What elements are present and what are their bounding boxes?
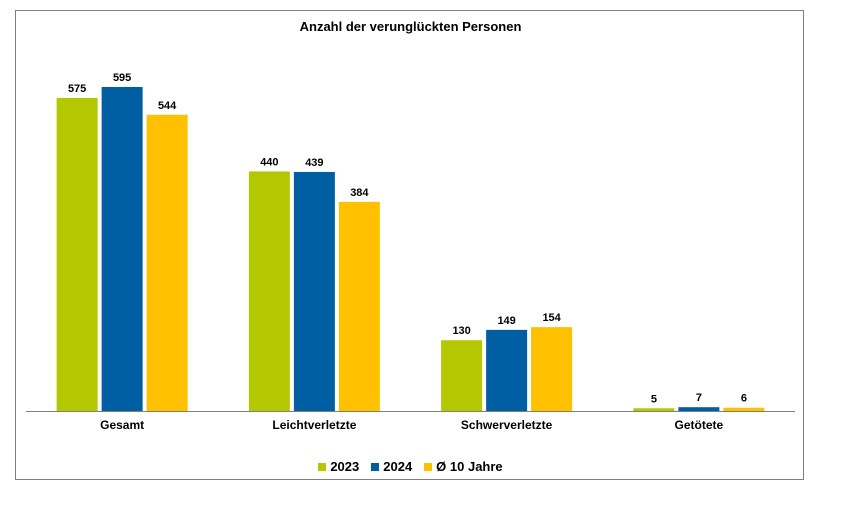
legend-swatch-2023 xyxy=(318,462,327,471)
chart-frame: Anzahl der verunglückten Personen 575 595… xyxy=(15,10,804,480)
data-label: 5 xyxy=(651,393,657,405)
category-tick-label: Schwerverletzte xyxy=(461,418,553,432)
bar-gesamt-0 xyxy=(56,97,98,412)
legend-label-2023: 2023 xyxy=(330,459,360,474)
legend-label-10-jahre: Ø 10 Jahre xyxy=(436,459,503,474)
data-label: 440 xyxy=(260,156,278,168)
data-label: 6 xyxy=(741,393,747,405)
bar-gesamt-1 xyxy=(101,87,143,411)
bar-schwerverletzte-1 xyxy=(486,329,528,411)
bar-leichtverletzte-0 xyxy=(248,171,290,411)
data-label: 439 xyxy=(305,157,323,169)
bar-schwerverletzte-0 xyxy=(441,340,483,411)
data-label: 149 xyxy=(497,315,515,327)
data-label: 384 xyxy=(350,187,369,199)
legend-item-2024: 2024 xyxy=(371,459,412,474)
data-label: 575 xyxy=(68,83,86,95)
legend-swatch-2024 xyxy=(371,462,380,471)
data-label: 130 xyxy=(452,325,470,337)
legend-label-2024: 2024 xyxy=(383,459,413,474)
bar-leichtverletzte-1 xyxy=(293,171,335,411)
data-label: 595 xyxy=(113,72,131,84)
category-tick-label: Getötete xyxy=(675,418,724,432)
bar-getötete-1 xyxy=(678,407,720,411)
data-label: 7 xyxy=(696,392,702,404)
bar-leichtverletzte-2 xyxy=(338,201,380,411)
legend-item-10-jahre: Ø 10 Jahre xyxy=(424,459,503,474)
bar-schwerverletzte-2 xyxy=(531,327,573,411)
bar-getötete-2 xyxy=(723,407,765,411)
legend-item-2023: 2023 xyxy=(318,459,359,474)
category-tick-label: Leichtverletzte xyxy=(272,418,356,432)
bar-gesamt-2 xyxy=(146,114,188,412)
bar-chart-plot: 575 595 544 Gesamt 440 439 384 Leichtverletzte 1… xyxy=(26,72,795,432)
data-label: 154 xyxy=(542,312,561,324)
chart-title: Anzahl der verunglückten Personen xyxy=(299,19,522,34)
data-label: 544 xyxy=(158,100,177,112)
legend: 2023 2024 Ø 10 Jahre xyxy=(16,459,805,474)
category-tick-label: Gesamt xyxy=(100,418,144,432)
bar-getötete-0 xyxy=(633,408,675,411)
legend-swatch-10-jahre xyxy=(424,462,433,471)
